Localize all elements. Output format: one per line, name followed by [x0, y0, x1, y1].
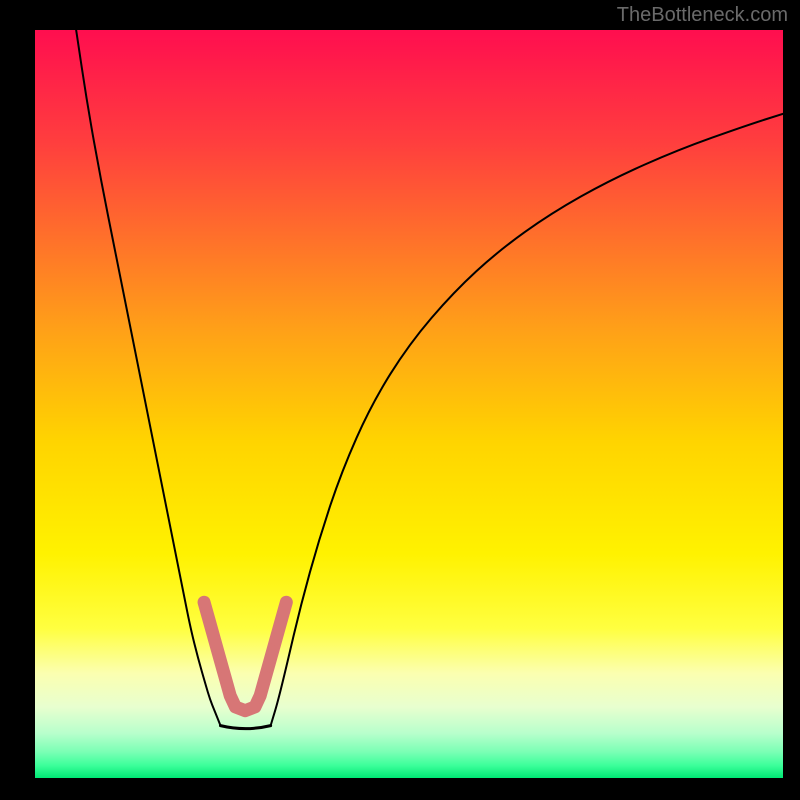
gradient-background: [35, 30, 783, 778]
marker-point: [203, 615, 215, 627]
marker-point: [224, 690, 236, 702]
bottleneck-chart: [35, 30, 783, 778]
watermark-text: TheBottleneck.com: [617, 4, 788, 27]
marker-point: [280, 596, 292, 608]
marker-point: [249, 701, 261, 713]
plot-area: [35, 30, 783, 778]
marker-point: [275, 615, 287, 627]
marker-point: [265, 652, 277, 664]
marker-point: [214, 652, 226, 664]
marker-point: [254, 690, 266, 702]
marker-point: [198, 596, 210, 608]
marker-point: [259, 671, 271, 683]
marker-point: [219, 671, 231, 683]
marker-point: [209, 634, 221, 646]
marker-point: [270, 634, 282, 646]
